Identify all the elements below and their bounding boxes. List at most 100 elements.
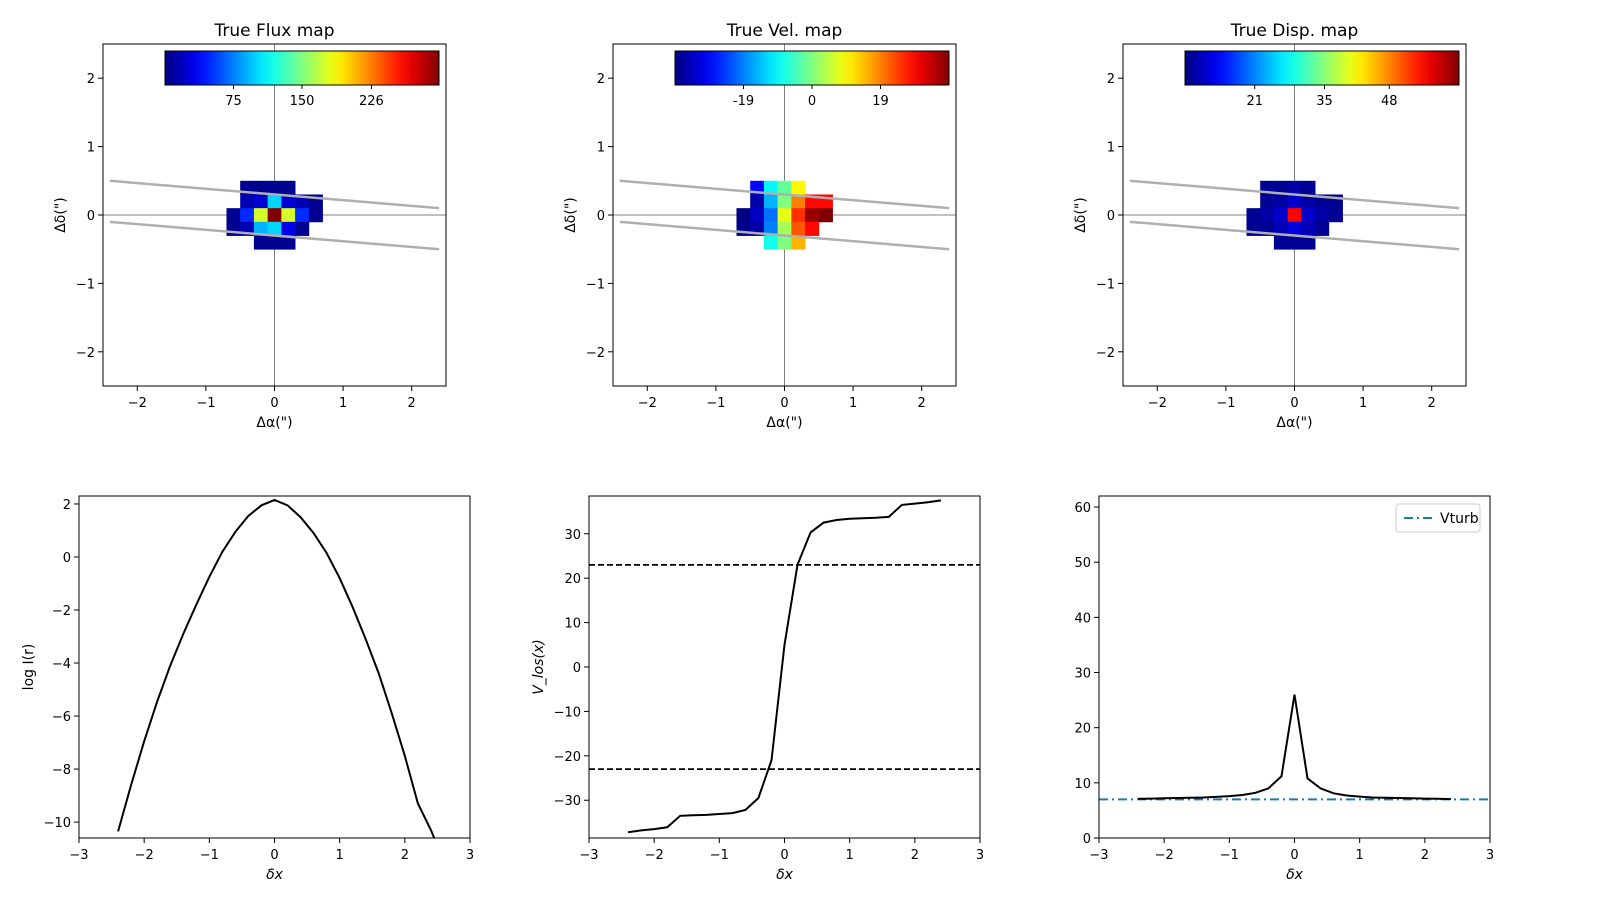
map-pixel <box>308 208 323 223</box>
y-axis-label: Δδ(") <box>563 197 579 233</box>
y-tick-label: −2 <box>586 346 605 361</box>
map-pixel <box>1287 194 1302 209</box>
x-axis-label: δx <box>1286 867 1304 883</box>
map-pixel <box>763 194 779 209</box>
map-pixel <box>267 235 282 250</box>
x-tick-label: 2 <box>911 848 919 863</box>
colorbar-tick-label: 35 <box>1316 94 1333 109</box>
map-pixel <box>791 180 806 195</box>
y-tick-label: 20 <box>1074 722 1091 737</box>
map-pixel <box>226 208 241 223</box>
map-pixel <box>777 194 792 209</box>
map-pixel <box>1301 180 1316 195</box>
map-pixel <box>777 180 792 195</box>
x-tick-label: 1 <box>849 396 857 411</box>
map-pixel <box>1246 208 1261 223</box>
x-tick-label: 0 <box>270 848 278 863</box>
slit-line-1 <box>109 179 440 210</box>
y-tick-label: 1 <box>1107 141 1115 156</box>
y-tick-label: 30 <box>1074 667 1091 682</box>
map-pixel <box>281 180 296 195</box>
y-axis-label: Δδ(") <box>53 197 69 233</box>
map-pixel <box>1287 180 1302 195</box>
x-tick-label: 2 <box>408 396 416 411</box>
map-pixel <box>1301 194 1316 209</box>
y-tick-label: −2 <box>52 604 71 619</box>
map-pixel <box>1273 208 1289 223</box>
map-pixel <box>805 221 820 236</box>
colorbar-tick-label: 75 <box>225 94 242 109</box>
y-tick-label: −1 <box>586 277 605 292</box>
y-tick-label: 0 <box>87 209 95 224</box>
map-pixel <box>1287 221 1302 236</box>
y-tick-label: 60 <box>1074 501 1091 516</box>
series-line <box>117 498 436 839</box>
colorbar-tick-label: 19 <box>872 94 889 109</box>
plot-frame <box>588 495 981 839</box>
map-pixel <box>777 235 792 250</box>
y-axis-label: Δδ(") <box>1073 197 1089 233</box>
map-pixel <box>818 208 833 223</box>
x-tick-label: −3 <box>1089 848 1108 863</box>
map-pixel <box>1301 208 1316 223</box>
x-tick-label: 0 <box>1290 848 1298 863</box>
map-pixel <box>791 208 806 223</box>
map-pixel <box>1260 208 1275 223</box>
y-tick-label: 20 <box>564 572 581 587</box>
map-pixel <box>226 221 241 236</box>
map-pixel <box>295 221 310 236</box>
x-tick-label: 1 <box>339 396 347 411</box>
y-tick-label: −10 <box>44 816 71 831</box>
map-pixel <box>763 208 779 223</box>
x-tick-label: −1 <box>1216 396 1235 411</box>
panel-title: True Vel. map <box>726 21 843 41</box>
panel-title: True Flux map <box>213 21 334 41</box>
map-pixel <box>777 221 792 236</box>
slit-line-2 <box>109 220 440 251</box>
map-pixel <box>777 208 792 223</box>
y-tick-label: −1 <box>76 277 95 292</box>
map-pixel <box>1273 221 1289 236</box>
plot-frame <box>78 495 471 839</box>
x-tick-label: 2 <box>401 848 409 863</box>
x-tick-label: 2 <box>1428 396 1436 411</box>
map-pixel <box>240 194 255 209</box>
panel-3: 21 35 48 −2 −1 0 1 2 −2 −1 0 1 2 True Disp. map Δα(") Δ… <box>1073 21 1467 431</box>
map-pixel <box>1301 221 1316 236</box>
y-tick-label: −6 <box>52 710 71 725</box>
map-pixel <box>267 221 282 236</box>
colorbar <box>1184 50 1460 86</box>
colorbar <box>674 50 950 86</box>
colorbar-tick-label: 226 <box>359 94 384 109</box>
x-tick-label: −1 <box>706 396 725 411</box>
y-tick-label: −1 <box>1096 277 1115 292</box>
colorbar <box>164 50 440 86</box>
map-pixel <box>295 208 310 223</box>
y-tick-label: 10 <box>564 617 581 632</box>
x-tick-label: 1 <box>1356 848 1364 863</box>
colorbar-tick-label: 0 <box>808 94 816 109</box>
map-pixel <box>281 221 296 236</box>
map-pixel <box>1273 194 1289 209</box>
map-pixel <box>253 235 269 250</box>
x-axis-label: δx <box>266 867 284 883</box>
x-tick-label: 3 <box>1486 848 1494 863</box>
map-pixel <box>253 221 269 236</box>
map-pixel <box>1287 208 1302 223</box>
legend-box <box>1395 503 1481 533</box>
map-pixel <box>267 208 282 223</box>
map-pixel <box>791 221 806 236</box>
map-pixel <box>1315 208 1330 223</box>
panel-2: -19 0 19 −2 −1 0 1 2 −2 −1 0 1 2 True Vel. map Δα(") Δδ… <box>563 21 957 431</box>
y-tick-label: 0 <box>597 209 605 224</box>
map-pixel <box>253 194 269 209</box>
map-pixel <box>763 180 779 195</box>
map-pixel <box>791 235 806 250</box>
colorbar-tick-label: 48 <box>1381 94 1398 109</box>
x-tick-label: −3 <box>579 848 598 863</box>
x-tick-label: −1 <box>1220 848 1239 863</box>
